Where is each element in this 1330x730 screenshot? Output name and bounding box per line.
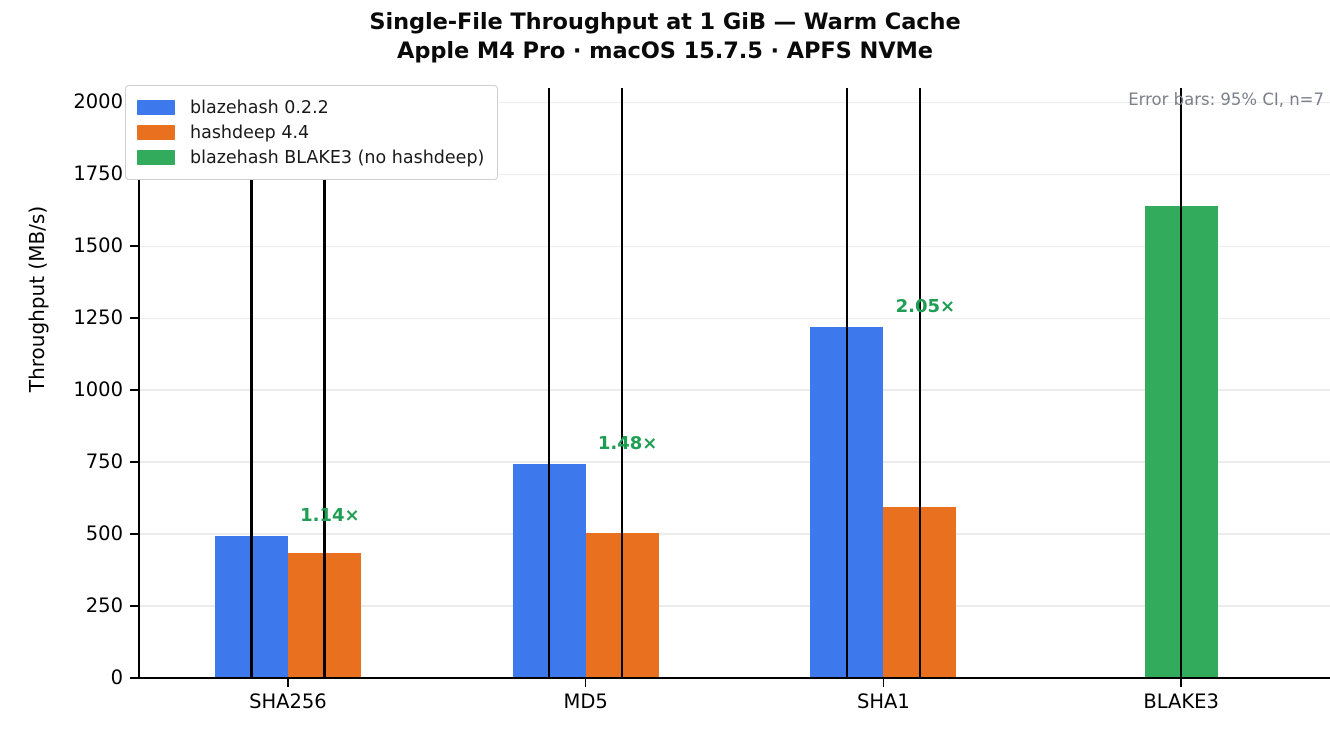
legend-item[interactable]: blazehash BLAKE3 (no hashdeep) [137, 145, 484, 170]
speedup-annotation-sha1: 2.05× [895, 295, 956, 317]
y-tick-label: 0 [110, 666, 123, 689]
legend-swatch-hashdeep [137, 125, 175, 140]
legend-label-blazehash: blazehash 0.2.2 [190, 97, 329, 118]
gridline [139, 605, 1330, 607]
plot-area: 1.14× 1.48× 2.05× [139, 88, 1330, 679]
y-tick-mark [130, 677, 138, 679]
x-tick-mark [1180, 679, 1182, 687]
legend-label-blake3: blazehash BLAKE3 (no hashdeep) [190, 147, 485, 168]
speedup-annotation-md5: 1.48× [597, 432, 658, 454]
y-axis-line [138, 88, 140, 679]
error-bar-note: Error bars: 95% CI, n=7 [1128, 90, 1324, 109]
x-tick-label-sha256: SHA256 [249, 690, 327, 713]
y-tick-mark [130, 245, 138, 248]
y-tick-mark [130, 605, 138, 607]
error-bar [918, 88, 922, 678]
y-tick-mark [130, 533, 138, 535]
gridline [139, 461, 1330, 463]
legend-swatch-blazehash [137, 100, 175, 115]
legend-item[interactable]: blazehash 0.2.2 [137, 95, 484, 120]
error-bar [547, 88, 551, 678]
x-tick-mark [882, 679, 885, 687]
y-tick-label: 1250 [73, 306, 123, 330]
y-tick-label: 750 [85, 450, 123, 474]
error-bar [1179, 88, 1183, 678]
y-tick-label: 1750 [73, 162, 123, 186]
x-tick-label-md5: MD5 [563, 690, 608, 713]
chart-title: Single-File Throughput at 1 GiB — Warm C… [0, 8, 1330, 67]
gridline [139, 317, 1330, 319]
chart-legend: blazehash 0.2.2 hashdeep 4.4 blazehash B… [125, 85, 499, 180]
x-axis-line [138, 677, 1330, 680]
error-bar [323, 88, 326, 678]
y-tick-label: 500 [85, 522, 123, 546]
x-tick-mark [584, 679, 587, 687]
gridline [139, 389, 1330, 391]
error-bar [250, 88, 253, 678]
error-bar [845, 88, 849, 678]
gridline [139, 173, 1330, 176]
speedup-annotation-sha256: 1.14× [300, 504, 360, 526]
x-tick-label-sha1: SHA1 [856, 690, 910, 713]
y-tick-mark [130, 461, 138, 463]
gridline [139, 101, 1330, 104]
gridline [139, 533, 1330, 535]
y-tick-label: 1500 [73, 234, 123, 258]
legend-label-hashdeep: hashdeep 4.4 [190, 122, 310, 143]
y-axis-label: Throughput (MB/s) [25, 205, 49, 393]
y-tick-label: 1000 [73, 378, 123, 402]
legend-swatch-blake3 [137, 150, 175, 165]
gridline [139, 245, 1330, 247]
y-tick-mark [130, 317, 138, 320]
title-line-1: Single-File Throughput at 1 GiB — Warm C… [369, 9, 961, 35]
title-line-2: Apple M4 Pro · macOS 15.7.5 · APFS NVMe [397, 38, 933, 65]
legend-item[interactable]: hashdeep 4.4 [137, 120, 484, 145]
x-tick-mark [287, 679, 289, 687]
y-tick-mark [130, 389, 138, 391]
y-tick-label: 250 [85, 594, 123, 618]
x-tick-label-blake3: BLAKE3 [1143, 690, 1219, 713]
error-bar [620, 88, 624, 678]
y-tick-label: 2000 [73, 90, 123, 114]
